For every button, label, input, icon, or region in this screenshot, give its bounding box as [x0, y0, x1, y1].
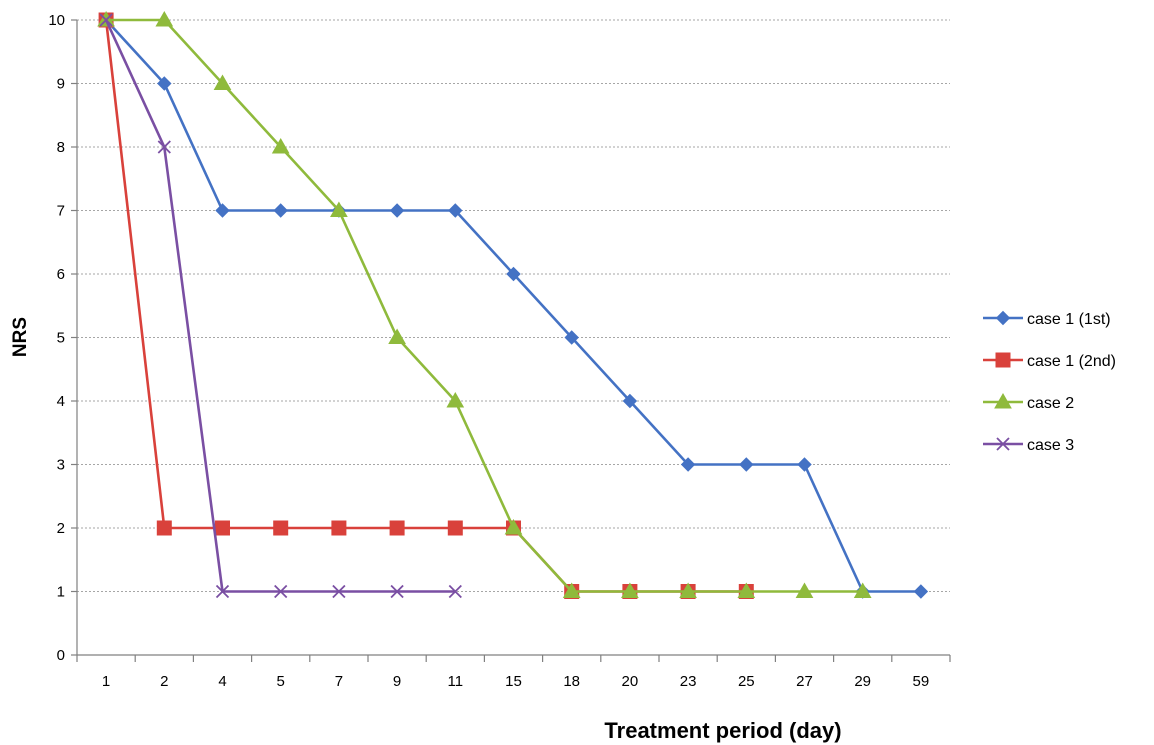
- data-point-s3-0: [99, 13, 113, 27]
- y-tick-label: 5: [57, 330, 65, 347]
- data-point-s2-7: [504, 518, 523, 535]
- data-point-s2-4: [330, 201, 348, 217]
- data-point-s2-10: [679, 582, 697, 598]
- data-point-s1-3: [273, 520, 289, 536]
- x-tick-label: 20: [622, 673, 639, 690]
- data-point-s2-12: [795, 582, 814, 598]
- data-point-s0-5: [389, 203, 405, 218]
- x-tick-label: 11: [448, 673, 464, 690]
- grid-lines: [77, 19, 950, 592]
- legend-marker-2: [994, 392, 1012, 409]
- legend: case 1 (1st) case 1 (2nd) case 2 case 3: [983, 310, 1116, 454]
- data-point-s0-7: [506, 266, 521, 282]
- x-tick-label: 15: [505, 673, 522, 690]
- x-tick-label: 25: [738, 673, 755, 690]
- x-tick-label: 4: [218, 673, 226, 690]
- data-point-s2-11: [737, 582, 756, 598]
- series-2: [97, 10, 872, 598]
- series-group: [97, 10, 929, 599]
- x-tick-label: 27: [796, 673, 813, 690]
- legend-label: case 1 (2nd): [1027, 353, 1116, 370]
- data-point-s1-4: [331, 520, 347, 536]
- y-tick-label: 4: [57, 393, 65, 410]
- legend-item-0: case 1 (1st): [983, 310, 1111, 328]
- data-point-s1-5: [389, 520, 405, 536]
- data-point-s2-1: [155, 10, 174, 27]
- data-point-s0-9: [622, 393, 638, 409]
- y-tick-label: 7: [57, 203, 65, 220]
- series-1: [98, 12, 754, 599]
- data-point-s2-5: [388, 328, 406, 344]
- data-point-s2-13: [853, 582, 872, 598]
- legend-marker-1: [995, 352, 1011, 368]
- x-tick-label: 5: [277, 673, 285, 690]
- data-point-s0-10: [680, 457, 696, 472]
- legend-marker-0: [995, 310, 1011, 326]
- data-point-s3-6: [448, 584, 462, 599]
- y-tick-label: 1: [57, 584, 65, 601]
- x-tick-label: 7: [335, 673, 343, 690]
- data-point-s1-6: [447, 520, 463, 536]
- data-point-s3-4: [332, 584, 346, 599]
- data-point-s3-5: [390, 584, 404, 599]
- data-point-s0-3: [273, 203, 288, 218]
- y-tick-label: 10: [48, 12, 65, 29]
- legend-item-2: case 2: [983, 392, 1074, 412]
- data-point-s2-8: [562, 582, 581, 598]
- axes: [71, 19, 951, 662]
- y-tick-label: 2: [57, 520, 65, 537]
- series-line-0: [105, 19, 921, 593]
- legend-item-3: case 3: [983, 437, 1074, 454]
- data-point-s2-3: [271, 137, 290, 154]
- series-0: [98, 12, 929, 599]
- x-tick-label: 2: [160, 673, 168, 690]
- data-point-s3-3: [274, 584, 288, 599]
- data-point-s1-2: [215, 520, 230, 536]
- x-axis-title: Treatment period (day): [604, 718, 841, 743]
- x-tick-label: 1: [102, 673, 110, 690]
- x-tick-label: 9: [393, 673, 401, 690]
- series-line-1: [104, 19, 747, 593]
- y-tick-label: 3: [57, 457, 65, 474]
- data-point-s0-11: [739, 457, 754, 472]
- x-tick-label: 23: [680, 673, 697, 690]
- data-point-s0-14: [913, 584, 929, 599]
- data-point-s0-1: [157, 76, 172, 91]
- data-point-s0-12: [797, 457, 812, 472]
- legend-label: case 1 (1st): [1027, 311, 1111, 328]
- series-3: [99, 13, 462, 599]
- x-tick-label: 18: [563, 673, 580, 690]
- data-point-s0-8: [564, 330, 579, 345]
- series-line-3: [104, 19, 456, 593]
- data-point-s1-1: [156, 520, 172, 536]
- data-point-s2-9: [621, 582, 639, 598]
- y-tick-label: 6: [57, 266, 65, 283]
- series-line-2: [106, 18, 863, 593]
- x-tick-label: 29: [854, 673, 871, 690]
- y-axis-title: NRS: [10, 317, 31, 357]
- legend-item-1: case 1 (2nd): [983, 352, 1116, 370]
- x-tick-label: 59: [913, 673, 930, 690]
- y-tick-label: 9: [57, 76, 65, 93]
- y-tick-label: 8: [57, 139, 65, 156]
- legend-label: case 3: [1027, 437, 1074, 454]
- legend-marker-3: [996, 437, 1010, 451]
- y-tick-label: 0: [57, 647, 65, 664]
- legend-label: case 2: [1027, 395, 1074, 412]
- data-point-s0-2: [215, 203, 230, 218]
- data-point-s2-2: [213, 74, 232, 90]
- data-point-s3-1: [157, 140, 171, 154]
- data-point-s0-6: [448, 203, 463, 218]
- data-point-s2-6: [446, 391, 465, 408]
- data-point-s3-2: [215, 584, 230, 599]
